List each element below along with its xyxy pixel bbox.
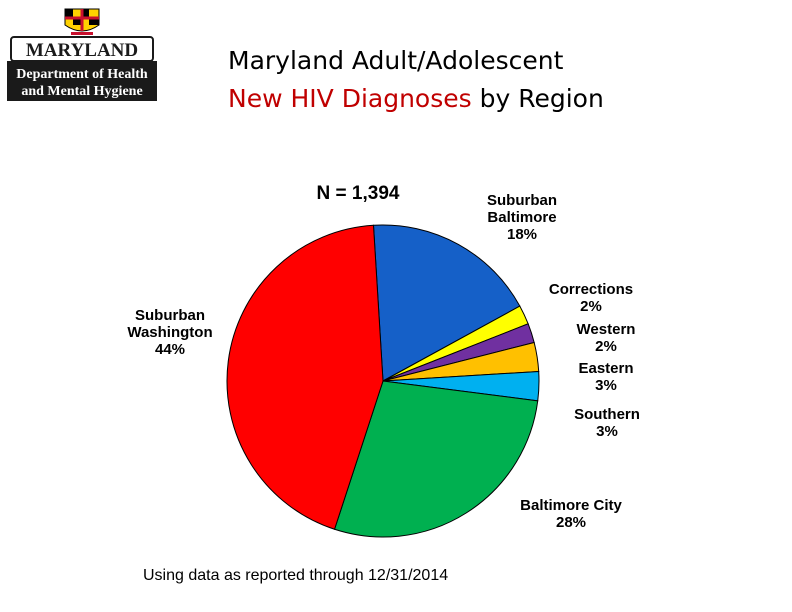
footnote: Using data as reported through 12/31/201… xyxy=(143,567,449,584)
page-title: Maryland Adult/Adolescent New HIV Diagno… xyxy=(228,42,604,118)
slice-label-southern: Southern 3% xyxy=(574,406,640,440)
logo-line3-text: and Mental Hygiene xyxy=(21,84,142,99)
slice-label-eastern: Eastern 3% xyxy=(578,360,633,394)
slice-label-baltimore-city: Baltimore City 28% xyxy=(520,497,622,531)
slice-label-western: Western 2% xyxy=(577,321,636,355)
n-annotation: N = 1,394 xyxy=(317,183,400,204)
title-rest: by Region xyxy=(471,84,604,113)
pie-slice-baltimore-city xyxy=(333,380,539,538)
mdhmh-logo: MARYLAND Department of Health and Mental… xyxy=(7,5,157,101)
pie-slices xyxy=(226,224,540,538)
logo-line2-text: Department of Health xyxy=(16,67,148,82)
title-line2: New HIV Diagnoses by Region xyxy=(228,80,604,118)
pie-slice-suburban-washington xyxy=(226,224,384,530)
logo-graphic: MARYLAND Department of Health and Mental… xyxy=(7,5,157,101)
slice-label-corrections: Corrections 2% xyxy=(549,281,633,315)
slice-label-suburban-baltimore: Suburban Baltimore 18% xyxy=(487,192,557,243)
title-highlight: New HIV Diagnoses xyxy=(228,84,472,113)
slice-label-suburban-washington: Suburban Washington 44% xyxy=(127,307,212,358)
flag-shield-icon xyxy=(64,8,100,35)
pie-slice-suburban-baltimore xyxy=(372,224,521,382)
logo-maryland-text: MARYLAND xyxy=(26,40,138,61)
title-line1: Maryland Adult/Adolescent xyxy=(228,46,564,75)
pie-labels: Suburban Baltimore 18% Corrections 2% Western… xyxy=(127,192,640,531)
